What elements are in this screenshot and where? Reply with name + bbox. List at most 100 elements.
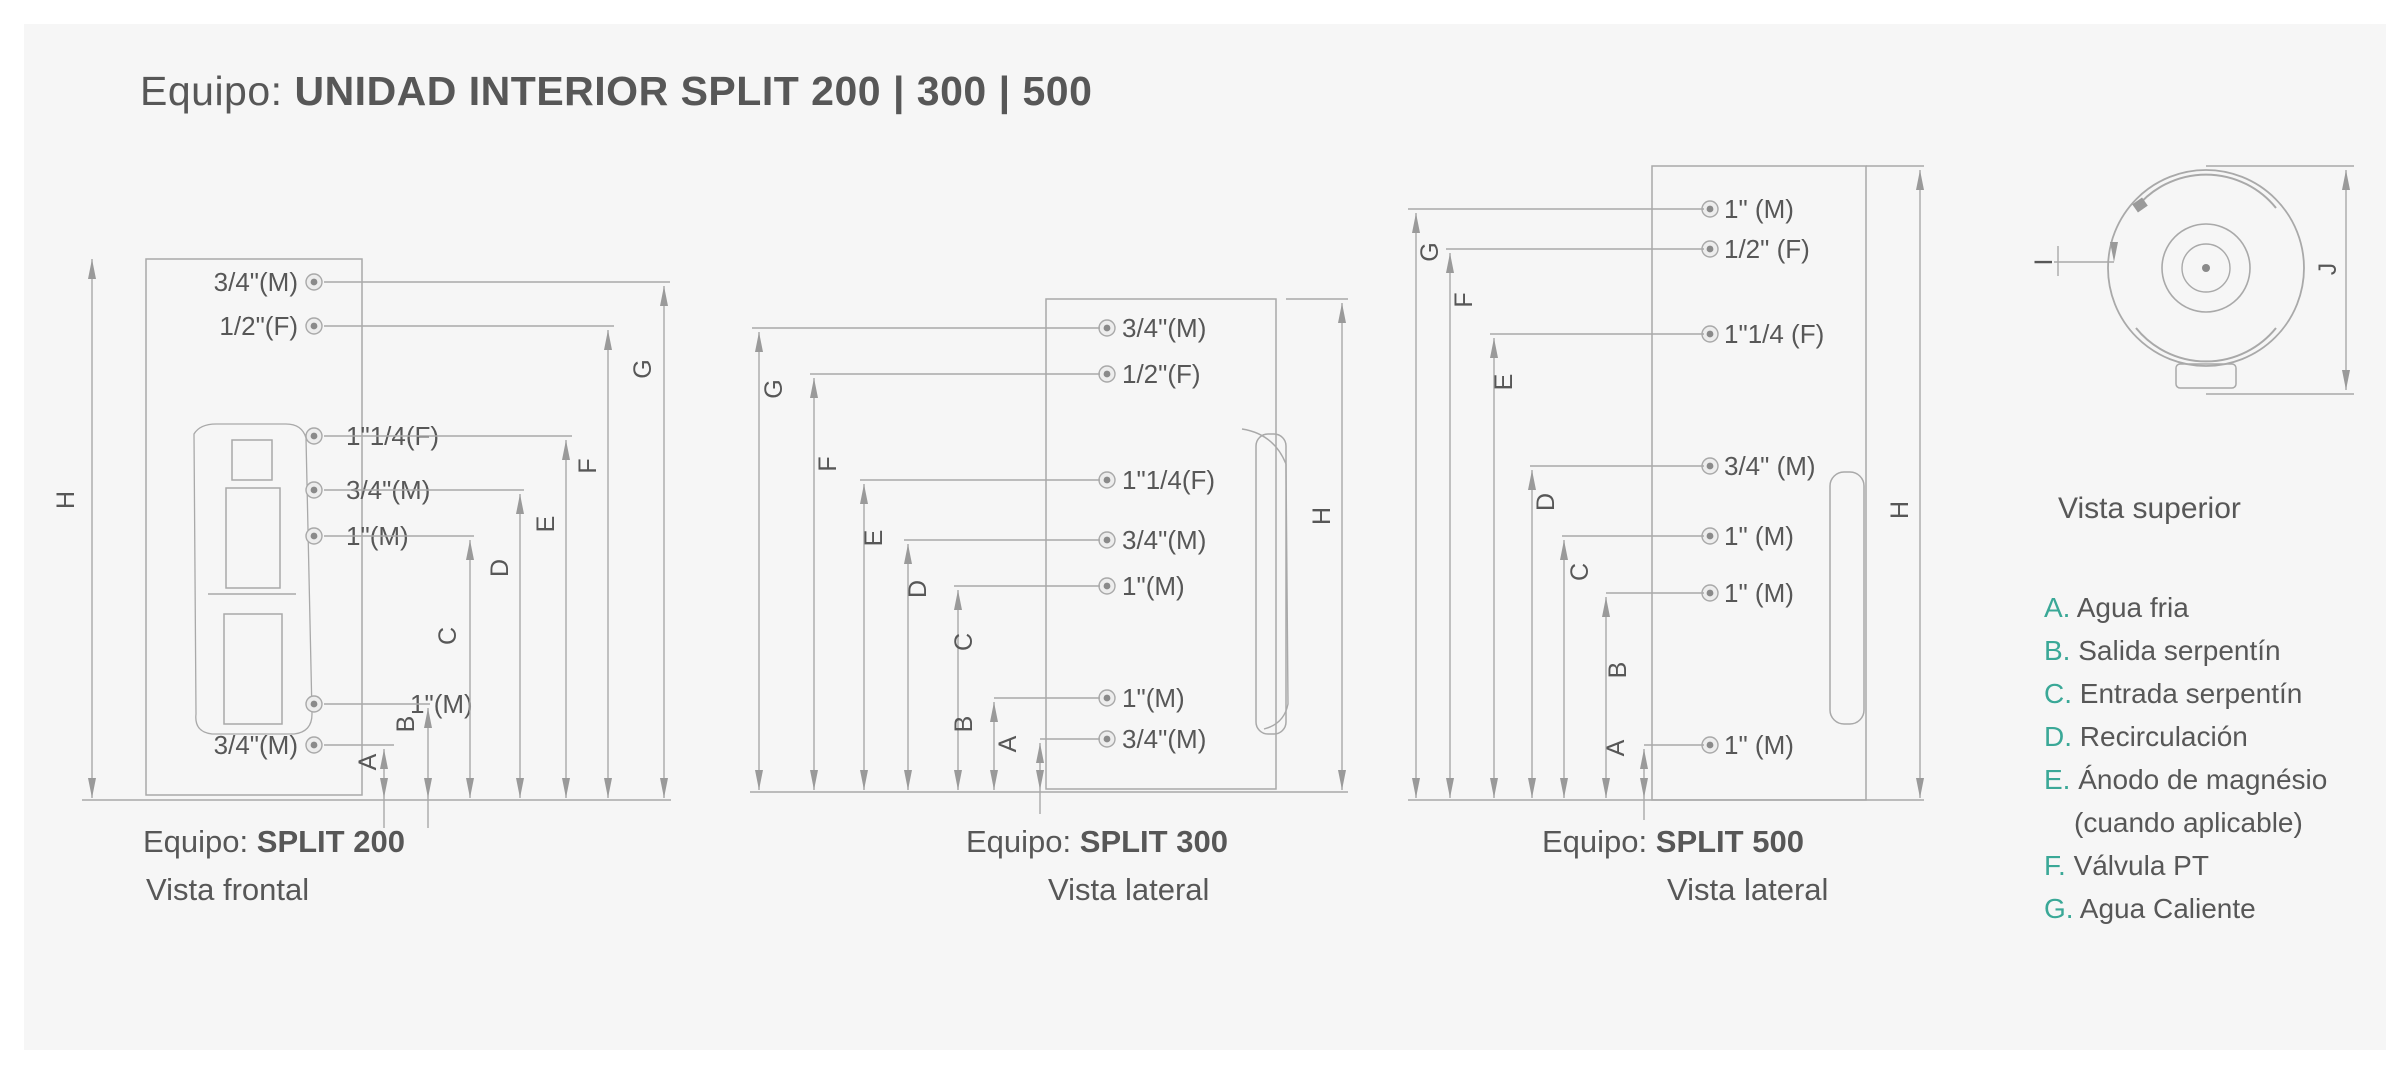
split-500-letter-G: G [1416, 242, 1444, 261]
split-500-letter-C: C [1566, 563, 1594, 581]
arrowhead [1916, 778, 1924, 798]
arrowhead [1528, 778, 1536, 798]
arrowhead [2342, 170, 2350, 190]
split-200-connection-label: 1/2"(F) [219, 311, 298, 341]
top-view-inner-ring [2161, 223, 2251, 313]
unit-300-equipo-prefix: Equipo: [966, 824, 1072, 859]
split-200-letter-E: E [532, 516, 560, 533]
fitting-center [1706, 741, 1714, 749]
fitting-center [1706, 589, 1714, 597]
top-view-outline [2107, 169, 2305, 367]
top-view-rim-arc [2135, 327, 2277, 363]
arrowhead [660, 286, 668, 306]
legend-item-e: E. Ánodo de magnésio [2044, 764, 2327, 807]
split-300-letter-B: B [950, 716, 978, 733]
split-300-connection-label: 1"(M) [1122, 571, 1185, 601]
split-200-connection-label: 3/4"(M) [214, 267, 298, 297]
arrowhead [990, 770, 998, 790]
arrowhead [380, 778, 388, 798]
arrowhead [1446, 778, 1454, 798]
unit-500-equipo-name: SPLIT 500 [1655, 824, 1804, 859]
fitting-center [1706, 205, 1714, 213]
fitting-center [1103, 694, 1111, 702]
fitting-center [310, 278, 318, 286]
legend-text: Válvula PT [2073, 850, 2209, 881]
arrowhead [810, 770, 818, 790]
dimension-diagram: H 3/4"(M) 1/2"(F) 1"1/4(F) 3/4"(M) 1"(M) 1"(M)… [52, 165, 2354, 828]
legend-text: Agua fria [2076, 592, 2189, 623]
top-view-center-dot [2202, 264, 2210, 272]
front-panel-window [231, 439, 273, 481]
arrowhead [1528, 470, 1536, 490]
split-500-connection-label: 1"1/4 (F) [1724, 319, 1824, 349]
arrowhead [562, 440, 570, 460]
fitting-center [310, 532, 318, 540]
arrowhead [1602, 597, 1610, 617]
legend-text: Agua Caliente [2079, 893, 2256, 924]
fitting-center [1706, 245, 1714, 253]
front-panel-lower-slot [223, 613, 283, 725]
unit-200-equipo-name: SPLIT 200 [256, 824, 405, 859]
arrowhead [954, 770, 962, 790]
arrowhead [1602, 778, 1610, 798]
split-200-letter-G: G [629, 359, 657, 378]
top-view-connector [2175, 363, 2237, 389]
arrowhead [1446, 253, 1454, 273]
split-200-connection-label: 3/4"(M) [214, 730, 298, 760]
top-view-rim-arc [2135, 173, 2277, 209]
technical-sheet: H 3/4"(M) 1/2"(F) 1"1/4(F) 3/4"(M) 1"(M) 1"(M)… [24, 24, 2386, 1050]
split-300-connection-label: 1/2"(F) [1122, 359, 1201, 389]
arrowhead [1640, 749, 1648, 769]
split-500-connection-label: 1" (M) [1724, 521, 1794, 551]
fitting-center [1706, 330, 1714, 338]
arrowhead [562, 778, 570, 798]
arrowhead [904, 544, 912, 564]
split-500-letter-A: A [1602, 739, 1630, 756]
top-view-valve-icon [2132, 197, 2148, 213]
legend-key: F. [2044, 850, 2066, 881]
legend-key: A. [2044, 592, 2071, 623]
split-500-panel-body [1829, 471, 1865, 725]
arrowhead [1560, 778, 1568, 798]
unit-200-equipo-prefix: Equipo: [143, 824, 249, 859]
split-200-letter-D: D [486, 559, 514, 577]
split-500-letter-H: H [1886, 501, 1914, 519]
top-view-letter-I: I [2030, 259, 2058, 266]
split-500-letter-F: F [1450, 292, 1478, 307]
split-300-connection-label: 3/4"(M) [1122, 724, 1206, 754]
legend-text: Entrada serpentín [2079, 678, 2303, 709]
legend-key: D. [2044, 721, 2072, 752]
arrowhead [1036, 770, 1044, 790]
fitting-center [310, 486, 318, 494]
split-300-letter-C: C [950, 633, 978, 651]
split-500-connection-label: 1" (M) [1724, 194, 1794, 224]
legend-key: G. [2044, 893, 2074, 924]
title-prefix: Equipo: [140, 68, 283, 114]
arrowhead [604, 778, 612, 798]
legend-text: Salida serpentín [2078, 635, 2281, 666]
arrowhead [1338, 770, 1346, 790]
split-300-letter-G: G [760, 379, 788, 398]
split-500-letter-E: E [1490, 374, 1518, 391]
arrowhead [380, 749, 388, 769]
legend-item-e-note: (cuando aplicable) [2044, 807, 2327, 850]
unit-300-equipo: Equipo: SPLIT 300 [966, 824, 1228, 860]
fitting-center [310, 322, 318, 330]
split-300-connection-label: 3/4"(M) [1122, 525, 1206, 555]
split-300-side-panel [1241, 428, 1289, 730]
front-panel [193, 423, 313, 735]
arrowhead [88, 259, 96, 279]
fitting-center [310, 700, 318, 708]
split-500-letter-B: B [1604, 662, 1632, 679]
legend-item-d: D. Recirculación [2044, 721, 2327, 764]
legend: A. Agua fria B. Salida serpentín C. Entr… [2044, 592, 2327, 936]
front-panel-upper-slot [225, 487, 281, 589]
fitting-center [1103, 370, 1111, 378]
arrowhead [1640, 778, 1648, 798]
legend-item-c: C. Entrada serpentín [2044, 678, 2327, 721]
split-300-connection-label: 1"(M) [1122, 683, 1185, 713]
unit-200-equipo: Equipo: SPLIT 200 [143, 824, 405, 860]
arrowhead [1412, 778, 1420, 798]
arrowhead [904, 770, 912, 790]
top-view-letter-J: J [2314, 263, 2342, 276]
